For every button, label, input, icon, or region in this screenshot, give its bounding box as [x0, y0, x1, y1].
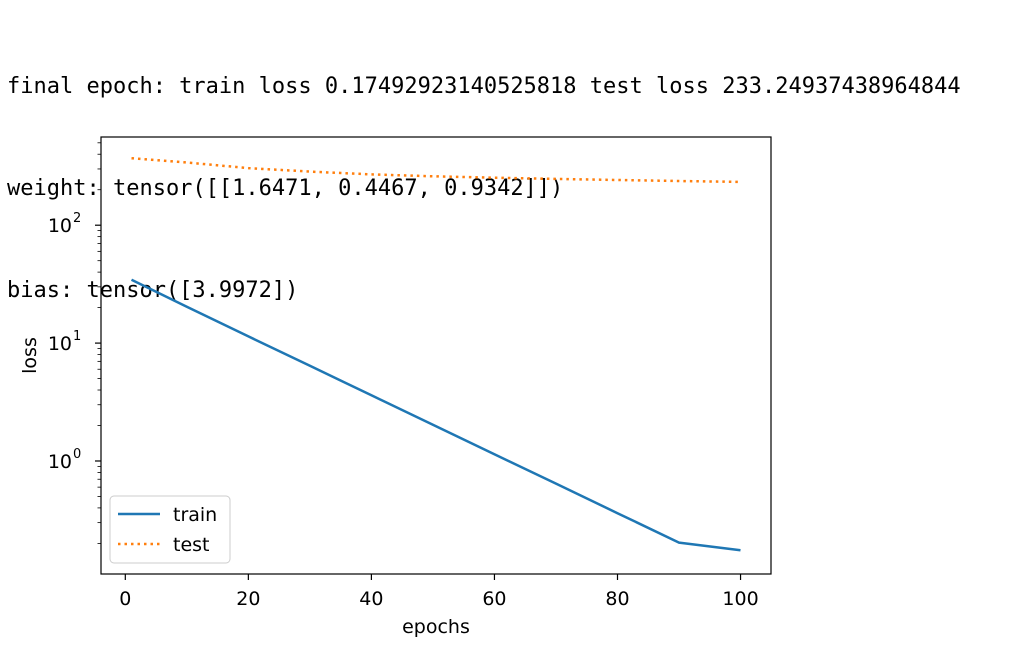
y-tick-label: 10	[48, 215, 72, 237]
x-axis: 0 20 40 60 80 100	[119, 574, 759, 610]
console-output: final epoch: train loss 0.17492923140525…	[7, 2, 961, 342]
x-tick-label: 80	[605, 588, 629, 610]
y-tick-label: 10	[48, 451, 72, 473]
y-tick-label-exponent: 2	[73, 211, 81, 226]
series-layer	[130, 156, 741, 552]
x-tick-label: 0	[119, 588, 131, 610]
y-tick-label-exponent: 1	[73, 329, 81, 344]
legend: train test	[109, 495, 231, 564]
x-tick-label: 20	[236, 588, 260, 610]
x-axis-label: epochs	[402, 616, 470, 638]
x-tick-label: 40	[359, 588, 383, 610]
y-tick-label-exponent: 0	[73, 447, 81, 462]
console-line-weight: weight: tensor([[1.6471, 0.4467, 0.9342]…	[7, 176, 564, 201]
x-tick-label: 60	[482, 588, 506, 610]
series-line-train	[130, 278, 741, 552]
console-line-bias: bias: tensor([3.9972])	[7, 278, 299, 303]
y-tick-label: 10	[48, 333, 72, 355]
plot-frame	[100, 136, 772, 575]
series-line-test	[131, 156, 741, 184]
x-tick-label: 100	[722, 588, 758, 610]
y-axis-label: loss	[19, 337, 41, 374]
legend-label-train: train	[173, 504, 217, 526]
legend-label-test: test	[173, 534, 210, 556]
console-line-final-epoch: final epoch: train loss 0.17492923140525…	[7, 74, 961, 99]
